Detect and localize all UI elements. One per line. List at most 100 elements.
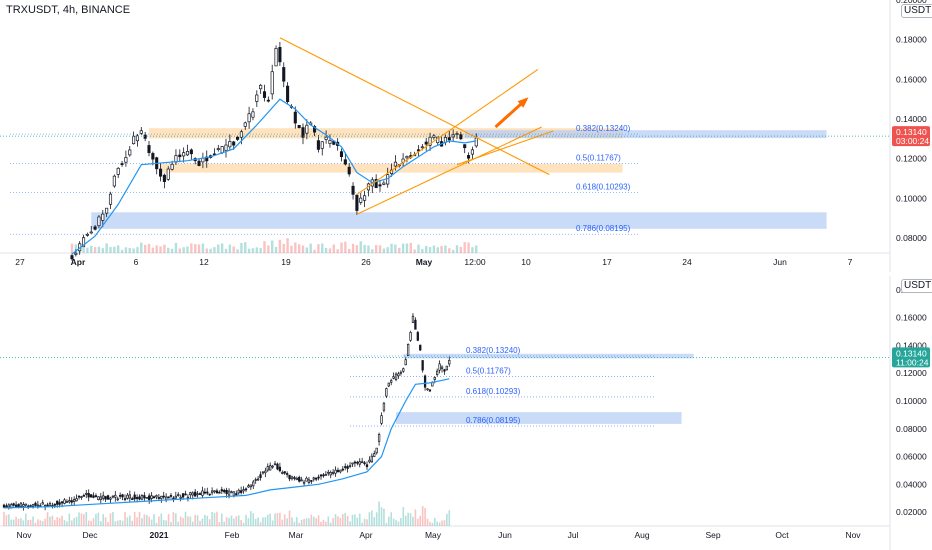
candle	[368, 459, 371, 463]
y-tick-label: 0.16000	[896, 313, 927, 323]
candle	[210, 490, 214, 494]
candle	[198, 493, 202, 495]
candle	[63, 499, 66, 504]
candle	[2, 504, 6, 508]
candle	[7, 504, 10, 508]
candle	[319, 474, 323, 477]
volume-bar	[407, 512, 409, 526]
volume-bar	[216, 511, 218, 526]
trendline	[456, 130, 554, 166]
candle	[276, 463, 279, 470]
volume-bar	[100, 521, 102, 526]
volume-bar	[328, 248, 332, 253]
zone-fib	[91, 212, 827, 229]
volume-bar	[95, 513, 97, 526]
volume-bar	[179, 516, 182, 526]
volume-bar	[305, 247, 309, 253]
candle	[361, 461, 364, 464]
volume-bar	[402, 506, 405, 526]
volume-bar	[382, 248, 386, 253]
volume-bar	[355, 245, 359, 253]
trendline	[279, 37, 550, 176]
candle	[443, 369, 446, 372]
candle	[56, 500, 59, 505]
candle	[474, 137, 478, 147]
volume-bar	[201, 243, 205, 253]
volume-bar	[167, 514, 170, 526]
candle	[344, 466, 347, 468]
candle	[463, 144, 467, 149]
volume-bar	[29, 519, 32, 526]
candle	[227, 490, 231, 496]
x-tick-label: Oct	[775, 530, 789, 540]
candle	[97, 496, 100, 500]
candle	[147, 145, 151, 154]
candle	[363, 195, 367, 201]
volume-bar	[247, 248, 251, 253]
volume-bar	[398, 247, 401, 253]
y-tick-label: 0.14000	[896, 114, 927, 124]
y-tick-label: 0.20000	[896, 0, 927, 5]
price-chart-daily[interactable]: 0.382(0.13240) 0.5(0.11767) 0.618(0.10293)…	[0, 276, 932, 550]
volume-bar	[163, 244, 166, 253]
volume-bar	[131, 520, 134, 526]
volume-bar	[228, 518, 230, 526]
candle	[262, 91, 267, 98]
volume-bar	[397, 521, 400, 526]
volume-bar	[162, 519, 165, 526]
volume-bar	[93, 247, 97, 253]
candle	[131, 498, 134, 500]
fib-label: 0.618(0.10293)	[576, 183, 631, 192]
x-tick-label: Jun	[773, 257, 787, 267]
y-tick-label: 0.10000	[896, 396, 927, 406]
candle	[411, 315, 415, 323]
candle	[179, 496, 182, 499]
volume-bar	[199, 520, 201, 526]
volume-bar	[213, 512, 216, 526]
candle	[126, 494, 129, 499]
candle	[157, 497, 161, 499]
candle	[278, 47, 282, 63]
candle	[22, 504, 25, 507]
candle	[433, 377, 436, 380]
volume-bar	[73, 518, 75, 526]
x-tick-label: Apr	[71, 257, 86, 267]
volume-bar	[165, 520, 167, 526]
volume-bar	[12, 519, 15, 526]
volume-bar	[325, 521, 327, 526]
x-tick-label: Jun	[498, 530, 512, 540]
fib-label: 0.382(0.13240)	[466, 346, 521, 355]
volume-bar	[424, 508, 426, 526]
x-tick-label: Feb	[225, 530, 240, 540]
candle	[312, 477, 315, 480]
volume-bar	[105, 243, 108, 253]
candle	[378, 184, 382, 187]
y-tick-label: 0.04000	[896, 479, 927, 489]
candle	[402, 368, 405, 372]
volume-bar	[41, 521, 44, 526]
candle	[274, 48, 278, 67]
volume-bar	[240, 519, 242, 526]
candle	[374, 179, 378, 188]
candle	[382, 182, 386, 185]
volume-bar	[356, 517, 359, 526]
candle	[112, 175, 116, 187]
candle	[97, 216, 101, 227]
candle	[356, 461, 359, 464]
volume-bar	[97, 512, 100, 526]
candle	[14, 504, 18, 507]
candle	[65, 501, 69, 503]
volume-bar	[308, 518, 310, 526]
volume-bar	[366, 519, 368, 526]
candle	[41, 502, 44, 505]
y-tick-label: 0.18000	[896, 35, 927, 45]
volume-bar	[90, 245, 93, 253]
candle	[348, 465, 352, 467]
volume-bar	[37, 519, 39, 526]
volume-bar	[70, 243, 74, 253]
candle	[252, 481, 255, 487]
price-chart-4h[interactable]: 0.382(0.13240) 0.5(0.11767) 0.618(0.10293)…	[0, 0, 932, 272]
volume-bar	[374, 244, 378, 253]
x-tick-label: May	[416, 257, 433, 267]
